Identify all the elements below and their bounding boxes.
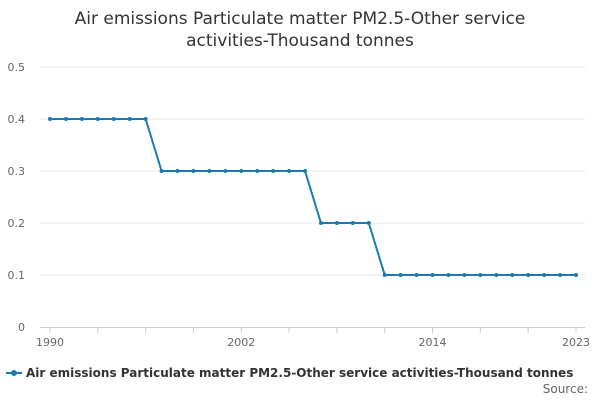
data-point <box>558 273 563 277</box>
chart-title-line-2: activities-Thousand tonnes <box>186 31 414 51</box>
data-point <box>63 117 68 121</box>
y-tick-label: 0.3 <box>8 165 26 178</box>
data-point <box>398 273 403 277</box>
legend-swatch <box>6 367 22 379</box>
data-point <box>207 169 212 173</box>
y-tick-label: 0.5 <box>8 61 26 74</box>
data-point <box>542 273 547 277</box>
data-point <box>366 221 371 225</box>
x-tick-label: 2014 <box>419 336 447 349</box>
data-point <box>574 273 578 277</box>
data-point <box>271 169 276 173</box>
data-point <box>510 273 515 277</box>
data-point <box>303 169 308 173</box>
x-tick-label: 2002 <box>227 336 255 349</box>
source-label: Source: <box>542 382 588 396</box>
data-point <box>95 117 100 121</box>
data-point <box>127 117 132 121</box>
series-line <box>50 118 576 276</box>
data-point <box>318 221 323 225</box>
data-point <box>48 117 52 121</box>
data-point <box>287 169 292 173</box>
x-tick-label: 1990 <box>36 336 64 349</box>
legend-marker-icon <box>11 370 17 376</box>
y-tick-label: 0 <box>18 321 25 334</box>
data-point <box>239 169 244 173</box>
data-point <box>223 169 228 173</box>
x-tick-label: 2023 <box>562 336 590 349</box>
y-tick-label: 0.1 <box>8 269 26 282</box>
data-point <box>111 117 116 121</box>
chart-title: Air emissions Particulate matter PM2.5-O… <box>0 8 600 52</box>
data-point <box>255 169 260 173</box>
data-point <box>334 221 339 225</box>
data-point <box>478 273 483 277</box>
data-point <box>175 169 180 173</box>
data-point <box>159 169 164 173</box>
data-point <box>430 273 435 277</box>
chart-title-line-1: Air emissions Particulate matter PM2.5-O… <box>74 9 526 29</box>
legend-series-label: Air emissions Particulate matter PM2.5-O… <box>26 366 574 380</box>
data-point <box>143 117 148 121</box>
data-point <box>382 273 387 277</box>
data-point <box>494 273 499 277</box>
data-point <box>350 221 355 225</box>
y-tick-label: 0.4 <box>8 113 26 126</box>
legend[interactable]: Air emissions Particulate matter PM2.5-O… <box>6 364 573 382</box>
data-point <box>462 273 467 277</box>
data-point <box>191 169 196 173</box>
data-point <box>79 117 84 121</box>
data-point <box>414 273 419 277</box>
data-point <box>526 273 531 277</box>
y-tick-label: 0.2 <box>8 217 26 230</box>
data-point <box>446 273 451 277</box>
